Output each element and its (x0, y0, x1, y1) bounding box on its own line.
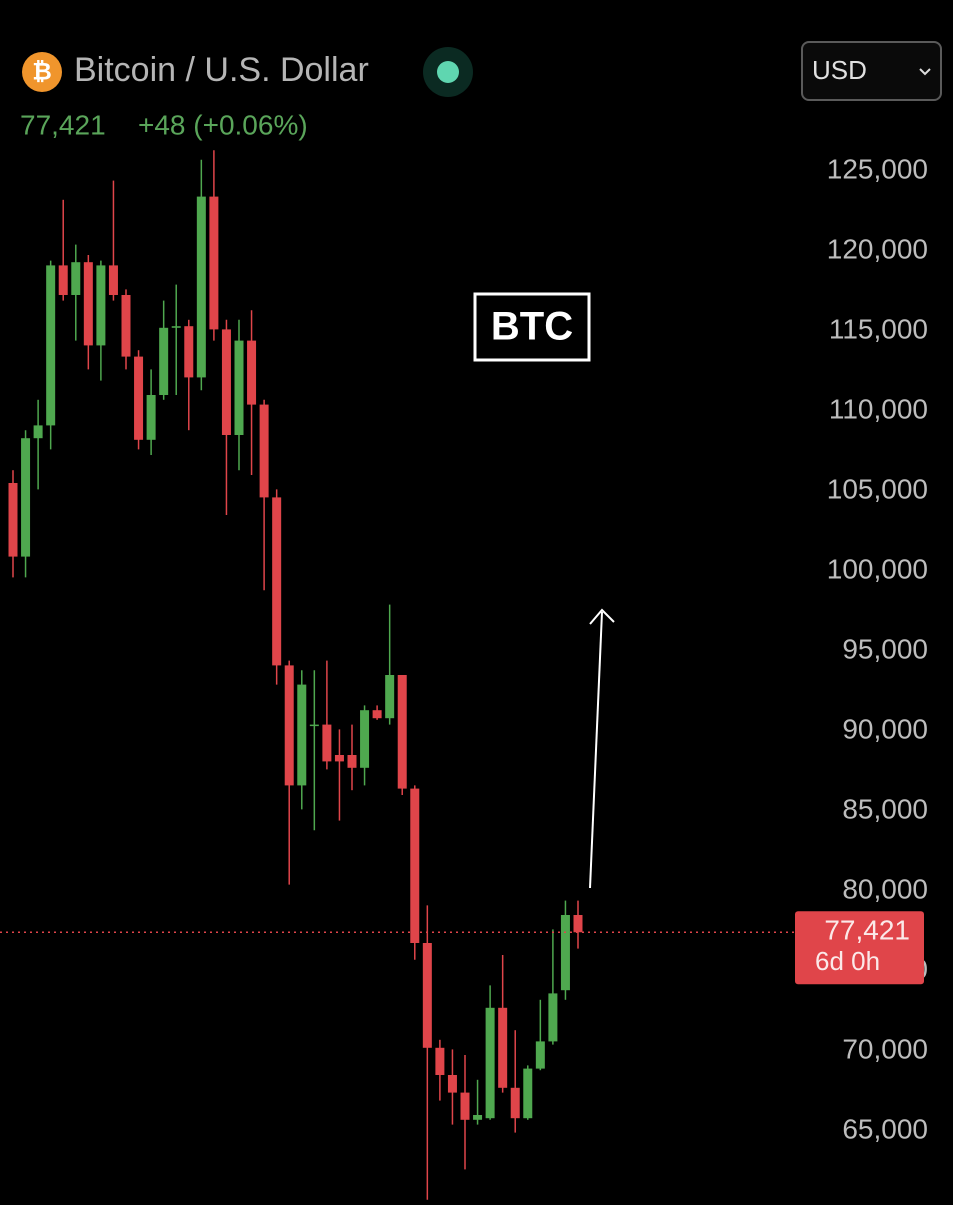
candle-body (447, 1075, 457, 1093)
y-tick-label: 105,000 (827, 473, 928, 504)
candle-body (21, 438, 31, 557)
candle-body (498, 1007, 508, 1088)
candle-body (8, 483, 18, 557)
candle-body (360, 710, 370, 768)
candle-body (184, 326, 194, 378)
candle-body (121, 295, 131, 357)
candle-body (485, 1007, 495, 1119)
y-tick-label: 80,000 (842, 873, 928, 904)
arrow (589, 611, 603, 889)
candle-body (560, 915, 570, 991)
last-price-label: 77,421 (824, 915, 910, 946)
candle-body (259, 404, 269, 498)
plot-area (0, 150, 795, 1200)
annotation-box (473, 292, 591, 362)
candle-body (473, 1115, 483, 1120)
coin-symbol: ₿ (32, 58, 52, 85)
candle-body (234, 340, 244, 435)
candle-body (83, 262, 93, 346)
symbol-title: Bitcoin / U.S. Dollar (74, 51, 369, 89)
candle-body (385, 675, 395, 719)
candle-body (397, 675, 407, 789)
candle-body (134, 356, 144, 440)
currency-dropdown[interactable]: USD (801, 41, 942, 101)
candle-body (33, 425, 43, 439)
candle-body (196, 196, 206, 378)
y-tick-label: 125,000 (827, 153, 928, 184)
candle-body (322, 724, 332, 762)
header-change: +48 (+0.06%) (138, 109, 308, 140)
candle-body (284, 665, 294, 786)
candle-body (334, 755, 344, 762)
candle-body (96, 265, 106, 346)
candle-body (535, 1041, 545, 1069)
y-tick-label: 100,000 (827, 553, 928, 584)
candle-body (410, 788, 420, 943)
header-price: 77,421 (20, 109, 106, 140)
y-tick-label: 120,000 (827, 233, 928, 264)
candle-body (297, 684, 307, 786)
arrow-head (589, 608, 615, 625)
dropdown-chevron[interactable] (919, 68, 931, 76)
candle-body (171, 326, 181, 328)
candle-body (347, 755, 357, 768)
candle-body (272, 497, 282, 666)
candle-body (510, 1087, 520, 1119)
y-tick-label: 110,000 (829, 393, 928, 424)
candle-body (146, 395, 156, 440)
candle-body (435, 1047, 445, 1075)
y-tick-label: 65,000 (842, 1113, 928, 1144)
y-tick-label: 95,000 (842, 633, 928, 664)
candle-body (221, 329, 231, 435)
candle-body (573, 915, 583, 933)
candle-body (247, 340, 257, 405)
y-tick-label: 115,000 (829, 313, 928, 344)
countdown-label: 6d 0h (815, 946, 880, 976)
candle-body (422, 943, 432, 1048)
candle-body (46, 265, 56, 426)
coin-icon (22, 52, 62, 92)
y-tick-label: 90,000 (842, 713, 928, 744)
last-price-box (795, 911, 924, 985)
candle-body (159, 327, 169, 395)
candle-body (548, 993, 558, 1042)
candle-body (372, 710, 382, 719)
candle-body (108, 265, 118, 295)
candle-body (58, 265, 68, 295)
status-dot (437, 61, 459, 83)
candle-body (460, 1092, 470, 1120)
dropdown-label[interactable]: USD (812, 55, 867, 85)
candle-body (209, 196, 219, 330)
y-tick-label: 70,000 (842, 1033, 928, 1064)
y-tick-label: 85,000 (842, 793, 928, 824)
annotation: BTC (491, 305, 573, 349)
candle-body (71, 262, 81, 295)
candle-body (523, 1068, 533, 1119)
candle-body (309, 724, 319, 727)
dropdown-box[interactable] (801, 41, 942, 101)
price-axis: 65,00070,00075,00080,00085,00090,00095,0… (795, 153, 928, 1144)
